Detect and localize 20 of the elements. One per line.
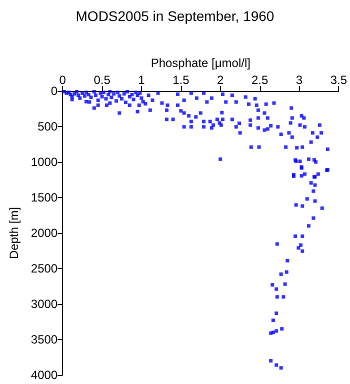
x-tick-label: 1 bbox=[138, 73, 146, 87]
x-tick-label: 0 bbox=[59, 73, 66, 87]
chart-title: MODS2005 in September, 1960 bbox=[76, 8, 274, 24]
y-tick-label: 1500 bbox=[30, 190, 58, 204]
x-tick-label: 0.5 bbox=[94, 73, 111, 87]
y-tick-label: 3000 bbox=[30, 297, 58, 311]
y-axis-title: Depth [m] bbox=[7, 206, 21, 260]
x-tick-label: 2.5 bbox=[251, 73, 268, 87]
x-tick-label: 1.5 bbox=[172, 73, 190, 87]
x-axis-title: Phosphate [μmol/l] bbox=[150, 56, 250, 70]
x-tick-label: 2 bbox=[217, 73, 224, 87]
y-tick-label: 0 bbox=[50, 84, 58, 98]
y-tick-label: 1000 bbox=[30, 155, 58, 169]
x-tick-label: 3 bbox=[296, 73, 303, 87]
y-tick-label: 500 bbox=[38, 120, 58, 134]
y-tick-label: 3500 bbox=[30, 332, 58, 346]
y-tick-label: 4000 bbox=[30, 368, 58, 382]
y-tick-label: 2500 bbox=[30, 262, 58, 276]
y-tick-label: 2000 bbox=[30, 226, 58, 240]
x-tick-label: 3.5 bbox=[330, 73, 348, 87]
